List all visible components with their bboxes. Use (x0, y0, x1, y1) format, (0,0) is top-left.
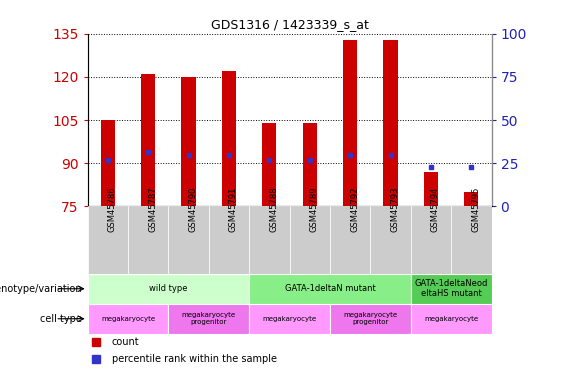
Bar (181, 77, 195, 206)
Text: GSM45788: GSM45788 (270, 187, 279, 232)
Text: GSM45793: GSM45793 (390, 187, 399, 232)
Bar (168, 206, 209, 274)
Bar (424, 172, 438, 206)
Bar (222, 71, 236, 206)
Text: percentile rank within the sample: percentile rank within the sample (112, 354, 277, 364)
Bar (384, 39, 398, 206)
Text: wild type: wild type (149, 284, 188, 293)
Text: megakaryocyte
progenitor: megakaryocyte progenitor (344, 312, 397, 325)
Text: GSM45789: GSM45789 (310, 187, 319, 232)
Bar (168, 304, 249, 334)
Text: GSM45787: GSM45787 (148, 187, 157, 232)
Text: GSM45792: GSM45792 (350, 187, 359, 232)
Bar (290, 206, 330, 274)
Text: GSM45790: GSM45790 (189, 187, 198, 232)
Bar (249, 274, 411, 304)
Text: GSM45791: GSM45791 (229, 187, 238, 232)
Text: GSM45795: GSM45795 (471, 187, 480, 232)
Text: GSM45794: GSM45794 (431, 187, 440, 232)
Bar (262, 123, 276, 206)
Bar (330, 304, 411, 334)
Text: genotype/variation: genotype/variation (0, 284, 82, 294)
Bar (411, 274, 492, 304)
Bar (411, 304, 492, 334)
Bar (249, 304, 330, 334)
Text: cell type: cell type (40, 314, 82, 324)
Bar (249, 206, 289, 274)
Text: megakaryocyte: megakaryocyte (424, 316, 478, 322)
Text: megakaryocyte
progenitor: megakaryocyte progenitor (182, 312, 236, 325)
Bar (330, 206, 371, 274)
Bar (411, 206, 451, 274)
Text: GATA-1deltaN mutant: GATA-1deltaN mutant (285, 284, 375, 293)
Bar (88, 304, 168, 334)
Bar (209, 206, 249, 274)
Text: count: count (112, 337, 140, 347)
Bar (88, 206, 128, 274)
Bar (371, 206, 411, 274)
Bar (88, 274, 249, 304)
Bar (464, 192, 479, 206)
Text: GATA-1deltaNeod
eltaHS mutant: GATA-1deltaNeod eltaHS mutant (415, 279, 488, 298)
Bar (303, 123, 317, 206)
Text: megakaryocyte: megakaryocyte (101, 316, 155, 322)
Bar (141, 74, 155, 206)
Bar (128, 206, 168, 274)
Bar (451, 206, 492, 274)
Bar (343, 39, 357, 206)
Title: GDS1316 / 1423339_s_at: GDS1316 / 1423339_s_at (211, 18, 368, 31)
Bar (101, 120, 115, 206)
Text: megakaryocyte: megakaryocyte (263, 316, 316, 322)
Text: GSM45786: GSM45786 (108, 187, 117, 232)
